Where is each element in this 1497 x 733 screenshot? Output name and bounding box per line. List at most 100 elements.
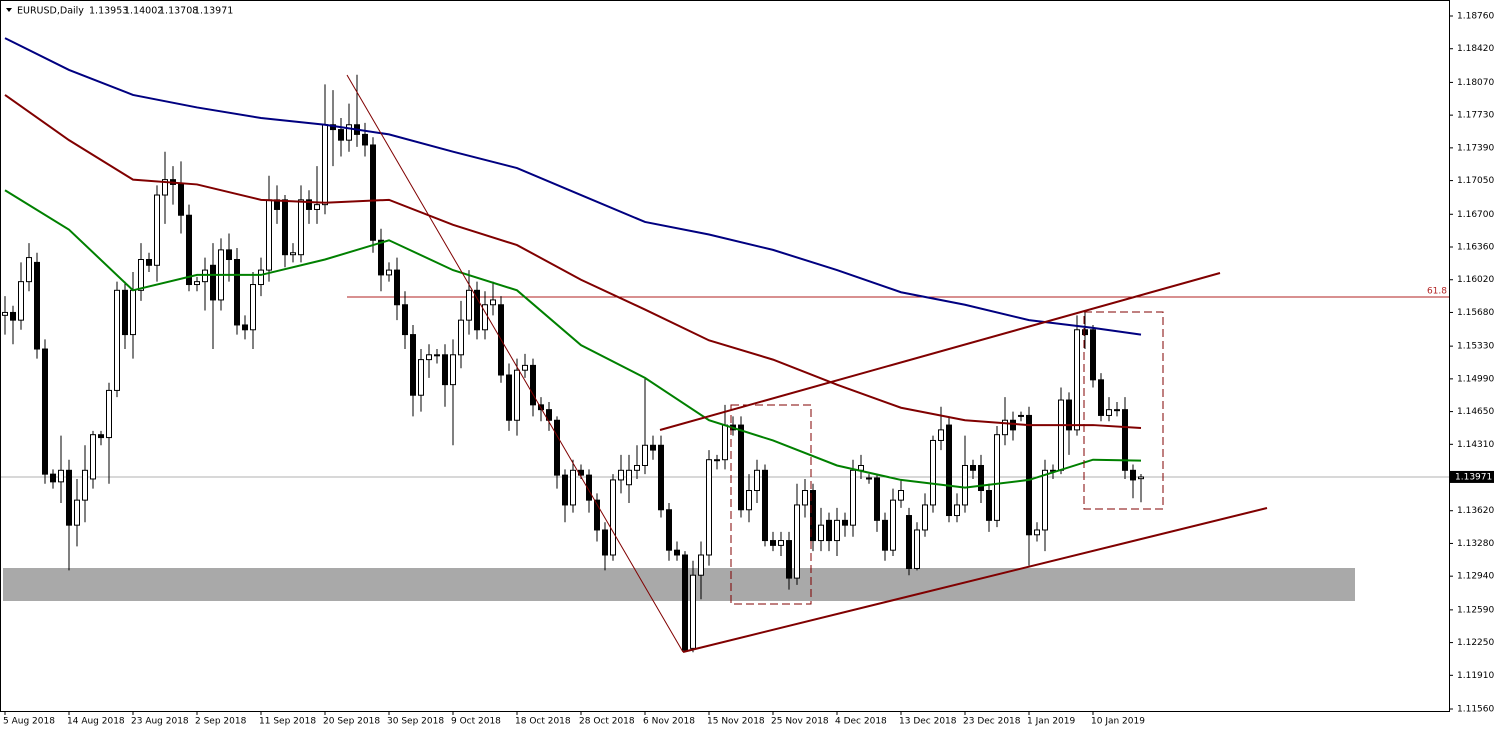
candle-body: [258, 269, 264, 286]
candle-body: [530, 364, 536, 406]
x-tick-label: 15 Nov 2018: [707, 717, 765, 727]
candle-body: [1098, 379, 1104, 416]
y-tick-label: 1.12940: [1457, 572, 1494, 582]
menu-icon[interactable]: [6, 8, 12, 12]
candle-body: [490, 299, 496, 306]
candle-body: [410, 334, 416, 396]
y-tick-label: 1.15330: [1457, 342, 1494, 352]
plot-border: [0, 0, 1450, 712]
y-tick-label: 1.13280: [1457, 539, 1494, 549]
dashed-box: [1083, 311, 1164, 510]
candle-body: [850, 469, 856, 526]
candle-body: [362, 133, 368, 146]
y-tick-label: 1.16360: [1457, 243, 1494, 253]
x-tick-label: 2 Sep 2018: [195, 717, 247, 727]
quote-open: 1.13953: [89, 6, 128, 17]
candle-body: [706, 459, 712, 556]
candle-body: [626, 469, 632, 486]
candle-body: [178, 183, 184, 216]
candle-body: [1138, 476, 1144, 480]
y-tick-label: 1.17050: [1457, 176, 1494, 186]
candle-body: [338, 129, 344, 141]
current-price-box: [1450, 470, 1494, 483]
candle-body: [58, 469, 64, 483]
quote-high: 1.14002: [124, 6, 163, 17]
y-tick-label: 1.14310: [1457, 440, 1494, 450]
candle-body: [370, 144, 376, 241]
candle-body: [690, 574, 696, 649]
dashed-box: [730, 404, 812, 605]
candle-body: [570, 469, 576, 506]
candle-body: [642, 444, 648, 466]
quote-close: 1.13971: [194, 6, 233, 17]
candle-body: [282, 199, 288, 256]
candle-body: [402, 304, 408, 336]
candle-body: [954, 504, 960, 517]
y-tick-label: 1.17730: [1457, 111, 1494, 121]
candle-body: [906, 515, 912, 569]
candle-body: [322, 124, 328, 206]
moving-average: [4, 189, 1142, 489]
candle-body: [314, 204, 320, 210]
candle-body: [506, 374, 512, 421]
candle-body: [266, 199, 272, 271]
candle-body: [586, 474, 592, 501]
candle-body: [842, 519, 848, 526]
candle-body: [602, 529, 608, 556]
candle-body: [826, 519, 832, 542]
candle-body: [10, 311, 16, 321]
candle-body: [698, 554, 704, 576]
chart-title: EURUSD,Daily: [17, 6, 84, 17]
y-tick-label: 1.14650: [1457, 407, 1494, 417]
candle-body: [74, 499, 80, 526]
candle-body: [194, 281, 200, 286]
candle-body: [938, 429, 944, 441]
candle-body: [250, 284, 256, 331]
x-tick-label: 1 Jan 2019: [1027, 717, 1075, 727]
y-tick-label: 1.18420: [1457, 44, 1494, 54]
candle-body: [2, 311, 8, 316]
candle-body: [458, 319, 464, 356]
candle-body: [82, 469, 88, 501]
candle-body: [210, 264, 216, 301]
candle-body: [810, 490, 816, 542]
x-tick-label: 14 Aug 2018: [67, 717, 125, 727]
x-tick-label: 25 Nov 2018: [771, 717, 829, 727]
candle-body: [514, 369, 520, 421]
resistance-trendline: [659, 272, 1221, 431]
y-tick-label: 1.15680: [1457, 308, 1494, 318]
candle-body: [562, 474, 568, 506]
x-tick-label: 9 Oct 2018: [451, 717, 501, 727]
candle-body: [522, 364, 528, 371]
candle-body: [346, 124, 352, 141]
x-tick-label: 6 Nov 2018: [643, 717, 695, 727]
candle-body: [442, 354, 448, 386]
candle-body: [882, 519, 888, 551]
candle-body: [298, 199, 304, 256]
candle-body: [546, 409, 552, 421]
candle-body: [674, 549, 680, 556]
y-tick-label: 1.11910: [1457, 671, 1494, 681]
candle-body: [930, 439, 936, 506]
x-tick-label: 10 Jan 2019: [1091, 717, 1145, 727]
candle-body: [594, 499, 600, 531]
candle-body: [786, 540, 792, 579]
candle-body: [746, 490, 752, 511]
candle-body: [1026, 414, 1032, 536]
candle-body: [1130, 469, 1136, 481]
candle-body: [754, 469, 760, 492]
candle-body: [762, 469, 768, 542]
x-tick-label: 4 Dec 2018: [835, 717, 887, 727]
drawings: [346, 74, 1268, 653]
candle-body: [1114, 409, 1120, 412]
candle-body: [474, 289, 480, 331]
candle-body: [1082, 329, 1088, 336]
candle-body: [234, 259, 240, 326]
x-tick-label: 11 Sep 2018: [259, 717, 316, 727]
candle-body: [146, 259, 152, 266]
candle-body: [738, 424, 744, 511]
y-tick-label: 1.11560: [1457, 705, 1494, 715]
